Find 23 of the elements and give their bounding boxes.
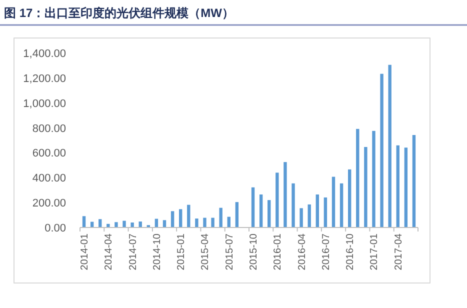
x-tick-label: 2016-10: [345, 233, 356, 270]
y-tick-label: 800.00: [32, 122, 66, 135]
y-tick-label: 400.00: [32, 172, 66, 185]
x-tick-label: 2017-04: [393, 233, 404, 270]
y-tick-label: 1,400.00: [23, 48, 66, 60]
y-tick-label: 600.00: [32, 148, 66, 160]
x-tick-label: 2017-01: [369, 233, 380, 270]
title: 图 17：出口至印度的光伏组件规模（MW）: [4, 6, 234, 20]
x-tick-label: 2016-04: [296, 233, 308, 270]
y-tick-label: 1,000.00: [23, 98, 66, 110]
x-tick-label: 2015-10: [248, 233, 260, 270]
x-tick-label: 2014-04: [104, 233, 115, 270]
x-tick-label: 2014-01: [80, 233, 91, 270]
x-tick-label: 2015-07: [224, 233, 236, 270]
x-tick-label: 2016-07: [320, 233, 332, 270]
y-tick-label: 1,200.00: [23, 72, 66, 85]
x-tick-label: 2015-04: [200, 233, 212, 270]
x-tick-label: 2016-01: [272, 233, 284, 270]
x-tick-label: 2014-07: [128, 233, 139, 270]
x-tick-label: 2015-01: [176, 233, 188, 270]
y-tick-label: 0.00: [44, 222, 66, 234]
x-tick-label: 2014-10: [152, 233, 163, 270]
y-tick-label: 200.00: [32, 198, 66, 210]
